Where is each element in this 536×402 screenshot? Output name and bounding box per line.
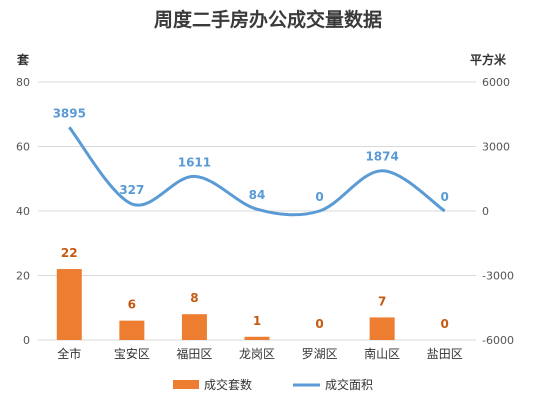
category-label: 龙岗区: [239, 347, 275, 361]
legend-bar-swatch: [173, 380, 199, 389]
line-value-label: 0: [441, 190, 449, 204]
bar-value-label: 6: [128, 298, 136, 312]
line-series: [68, 126, 446, 217]
series-line: [68, 126, 446, 217]
bar-value-label: 0: [315, 317, 323, 331]
left-tick-label: 40: [16, 205, 30, 218]
category-label: 罗湖区: [302, 346, 338, 361]
left-tick-label: 20: [16, 270, 30, 283]
grid: [38, 81, 476, 341]
right-axis: -6000 -3000 0 3000 6000: [482, 76, 514, 347]
right-tick-label: 3000: [482, 141, 510, 154]
category-label: 宝安区: [114, 346, 150, 361]
right-tick-label: -6000: [482, 334, 514, 347]
left-tick-label: 0: [23, 334, 30, 347]
category-label: 盐田区: [427, 347, 463, 361]
left-tick-label: 60: [16, 141, 30, 154]
bar-value-label: 7: [378, 294, 386, 308]
bar: [369, 317, 395, 340]
bar: [56, 269, 82, 340]
bar-value-label: 22: [61, 246, 78, 260]
bar-value-label: 1: [253, 314, 261, 328]
line-value-label: 0: [315, 190, 323, 204]
line-value-label: 84: [249, 188, 266, 202]
legend-line-label: 成交面积: [325, 377, 373, 392]
right-tick-label: -3000: [482, 270, 514, 283]
left-axis: 0 20 40 60 80: [16, 76, 30, 347]
category-axis: 全市 宝安区 福田区 龙岗区 罗湖区 南山区 盐田区: [57, 346, 462, 361]
legend-bar-label: 成交套数: [204, 377, 252, 392]
left-tick-label: 80: [16, 76, 30, 89]
line-value-label: 1874: [365, 150, 398, 164]
bar: [181, 314, 207, 340]
line-value-label: 1611: [178, 155, 211, 169]
right-tick-label: 6000: [482, 76, 510, 89]
right-tick-label: 0: [482, 205, 489, 218]
legend: 成交套数 成交面积: [173, 377, 373, 392]
category-label: 全市: [57, 346, 81, 361]
line-labels: 3895 327 1611 84 0 1874 0: [53, 106, 449, 204]
bar-value-label: 0: [441, 317, 449, 331]
bar-value-label: 8: [190, 291, 198, 305]
bar-series: [56, 269, 395, 340]
bar-labels: 226 81 070: [61, 246, 449, 331]
bar: [244, 336, 270, 340]
line-value-label: 3895: [53, 106, 86, 120]
chart-title: 周度二手房办公成交量数据: [154, 8, 382, 31]
right-axis-unit: 平方米: [470, 52, 507, 67]
category-label: 南山区: [364, 346, 400, 361]
line-value-label: 327: [119, 183, 144, 197]
category-label: 福田区: [176, 346, 212, 361]
left-axis-unit: 套: [16, 52, 30, 67]
bar: [119, 320, 145, 340]
